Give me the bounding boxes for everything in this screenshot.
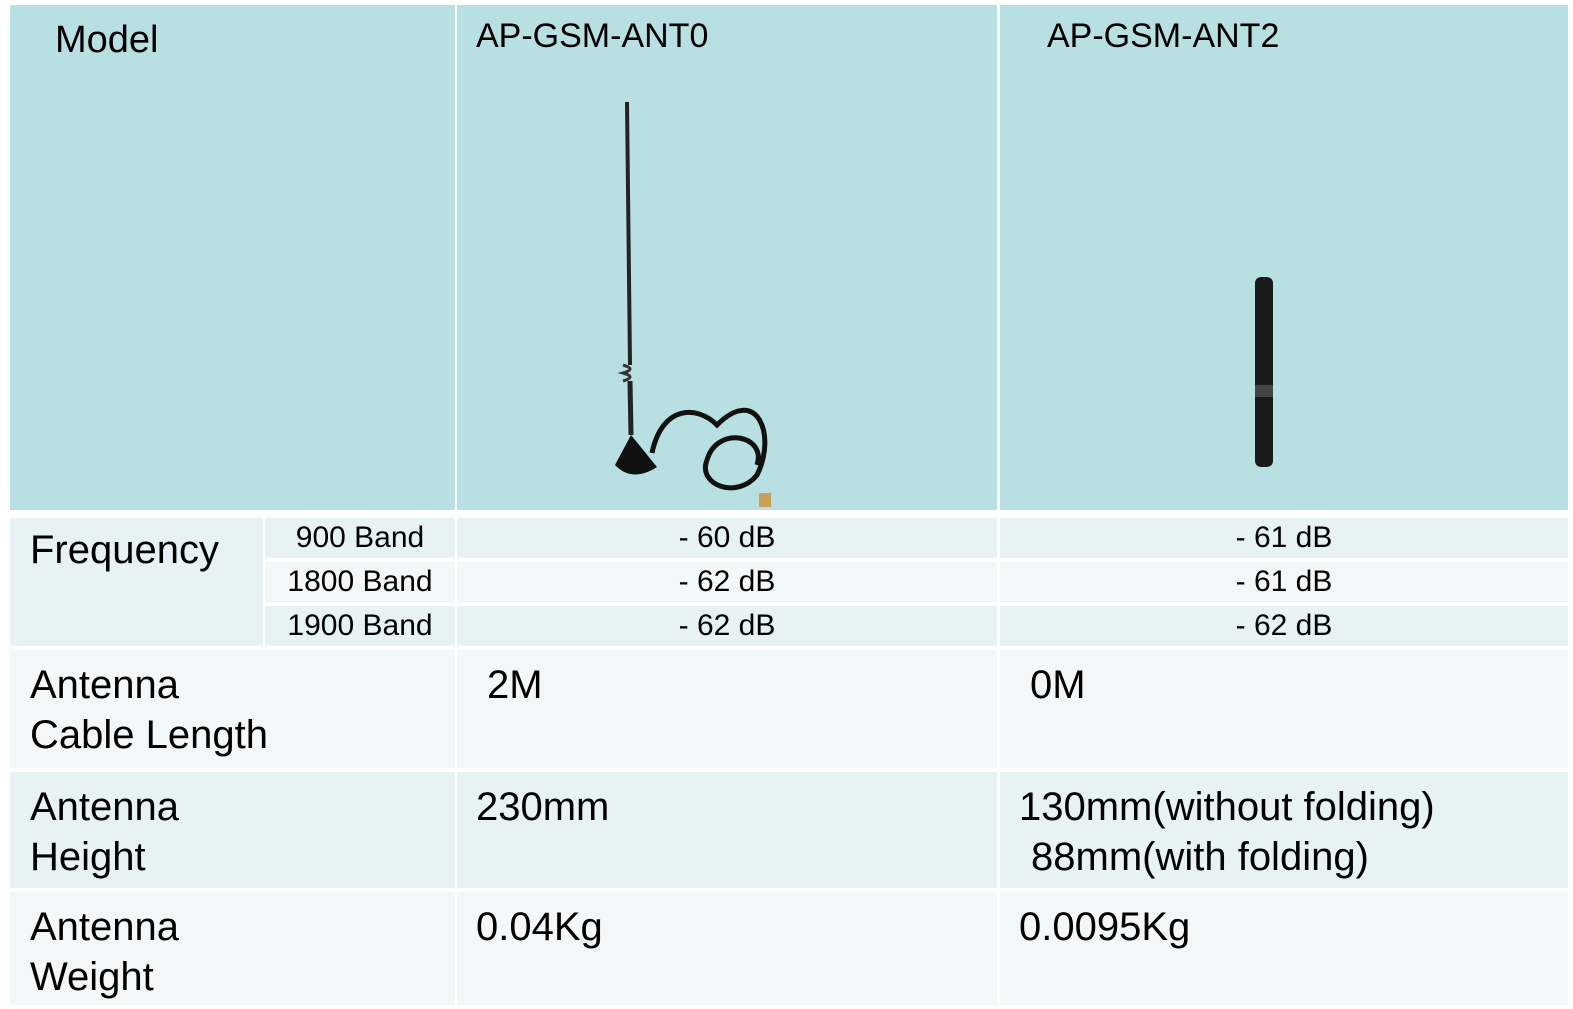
value-line: 2M [487,660,543,710]
value-line: 0.0095Kg [1019,902,1190,952]
value-text: 130mm(without folding)88mm(with folding) [1019,782,1435,882]
value-line: 0.04Kg [476,902,603,952]
gain-value: - 62 dB [457,606,997,646]
value-text: 0.0095Kg [1019,902,1190,952]
value-cell: 2M [457,650,997,768]
row-label: Frequency [30,528,219,573]
label-line: Antenna [30,902,179,952]
value-cell: 0M [1000,650,1568,768]
label-line: Weight [30,952,179,1002]
label-line: Antenna [30,782,179,832]
label-cell: Frequency [10,518,263,646]
header-cell: AP-GSM-ANT2 [1000,5,1568,510]
value-text: 2M [487,660,543,710]
label-line: Height [30,832,179,882]
cell: 1900 Band [265,606,455,646]
gain-value: - 60 dB [457,518,997,558]
value-text: 0.04Kg [476,902,603,952]
value-line: 0M [1030,660,1086,710]
label-line: Antenna [30,660,268,710]
band-label: 1800 Band [265,562,455,602]
cell: - 62 dB [457,606,997,646]
gain-value: - 62 dB [1000,606,1568,646]
gain-value: - 62 dB [457,562,997,602]
value-cell: 0.04Kg [457,892,997,1005]
value-cell: 130mm(without folding)88mm(with folding) [1000,772,1568,888]
band-label: 900 Band [265,518,455,558]
label-line: Cable Length [30,710,268,760]
value-line: 88mm(with folding) [1019,832,1435,882]
cell: - 61 dB [1000,562,1568,602]
value-line: 230mm [476,782,609,832]
cell: - 62 dB [1000,606,1568,646]
gain-value: - 61 dB [1000,518,1568,558]
value-line: 130mm(without folding) [1019,782,1435,832]
cell: - 62 dB [457,562,997,602]
band-label: 1900 Band [265,606,455,646]
cell: 900 Band [265,518,455,558]
value-cell: 0.0095Kg [1000,892,1568,1005]
gain-value: - 61 dB [1000,562,1568,602]
header-cell: Model [10,5,455,510]
antenna-image [457,5,997,510]
value-text: 230mm [476,782,609,832]
page: Model AP-GSM-ANT0 AP-GSM-ANT2 Frequency … [0,0,1573,1009]
cell: - 61 dB [1000,518,1568,558]
cell: - 60 dB [457,518,997,558]
value-text: 0M [1030,660,1086,710]
header-label: Model [55,19,159,62]
header-cell: AP-GSM-ANT0 [457,5,997,510]
value-cell: 230mm [457,772,997,888]
antenna-image [1000,5,1568,510]
cell: 1800 Band [265,562,455,602]
